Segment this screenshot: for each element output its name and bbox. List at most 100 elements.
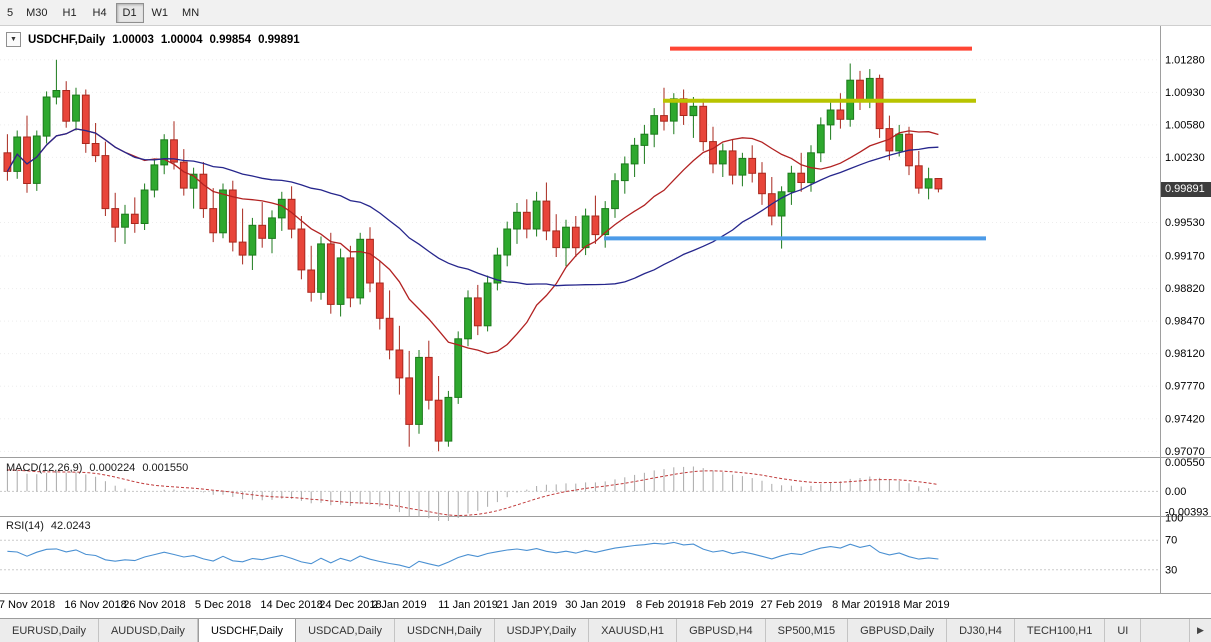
macd-histogram xyxy=(6,466,939,521)
candle-body xyxy=(42,96,51,137)
timeframe-h1-button[interactable]: H1 xyxy=(56,3,84,23)
candle-body xyxy=(415,356,423,425)
candle-body xyxy=(562,226,570,249)
candle-body xyxy=(356,238,365,299)
tab-dj30-h4[interactable]: DJ30,H4 xyxy=(947,619,1015,642)
tab-usdcad-daily[interactable]: USDCAD,Daily xyxy=(296,619,396,642)
arrow-right-icon: ▶ xyxy=(1197,625,1204,635)
candle-body xyxy=(307,269,316,293)
date-axis-label: 24 Dec 2018 xyxy=(319,599,381,611)
chevron-down-icon: ▼ xyxy=(10,36,17,43)
price-axis-label: 0.97070 xyxy=(1165,446,1205,458)
tab-gbpusd-daily[interactable]: GBPUSD,Daily xyxy=(848,619,948,642)
candle-body xyxy=(101,155,110,210)
chart-ohlc-header: ▼ USDCHF,Daily 1.00003 1.00004 0.99854 0… xyxy=(6,32,300,47)
tab-audusd-daily[interactable]: AUDUSD,Daily xyxy=(98,619,198,642)
candle-body xyxy=(856,79,864,102)
candle-body xyxy=(150,164,159,191)
tab-usdcnh-daily[interactable]: USDCNH,Daily xyxy=(395,619,495,642)
timeframe-h4-button[interactable]: H4 xyxy=(86,3,114,23)
candle-body xyxy=(660,115,668,122)
date-axis-label: 7 Nov 2018 xyxy=(0,599,55,611)
candle-body xyxy=(248,224,257,256)
candle-body xyxy=(454,338,463,398)
date-axis-label: 18 Feb 2019 xyxy=(692,599,754,611)
candle-body xyxy=(130,213,139,224)
tab-ui[interactable]: UI xyxy=(1105,619,1142,642)
timeframe-toolbar: 5 M30 H1 H4 D1 W1 MN xyxy=(0,0,1211,26)
candle-body xyxy=(121,213,129,228)
candle-body xyxy=(228,189,237,243)
candle-body xyxy=(718,150,727,165)
candle-body xyxy=(914,165,923,189)
candle-body xyxy=(209,208,218,234)
candle-body xyxy=(797,172,806,183)
price-axis-label: 0.99530 xyxy=(1165,217,1205,229)
price-axis-label: 0.98470 xyxy=(1165,316,1205,328)
date-axis-label: 27 Feb 2019 xyxy=(761,599,823,611)
macd-axis-label: 0.00550 xyxy=(1165,457,1205,469)
tab-gbpusd-h4[interactable]: GBPUSD,H4 xyxy=(677,619,766,642)
tab-sp500-m15[interactable]: SP500,M15 xyxy=(765,619,849,642)
candles-layer xyxy=(3,59,943,452)
rsi-line xyxy=(7,541,939,569)
rsi-axis-label: 100 xyxy=(1165,513,1183,525)
timeframe-m5-button[interactable]: 5 xyxy=(2,3,18,23)
candle-body xyxy=(395,349,404,379)
tab-usdjpy-daily[interactable]: USDJPY,Daily xyxy=(494,619,590,642)
candle-body xyxy=(758,172,766,195)
candle-body xyxy=(826,109,835,126)
candle-body xyxy=(170,139,178,163)
date-axis-label: 16 Nov 2018 xyxy=(64,599,126,611)
candle-body xyxy=(23,136,31,184)
candle-body xyxy=(140,189,149,224)
candle-body xyxy=(326,243,335,305)
candle-body xyxy=(238,241,247,256)
candle-body xyxy=(924,178,933,189)
chart-canvas[interactable]: 1.01280 1.00930 1.00580 1.00230 0.99530 0.991… xyxy=(0,26,1211,618)
tab-usdchf-daily[interactable]: USDCHF,Daily xyxy=(197,619,297,642)
timeframe-m30-button[interactable]: M30 xyxy=(20,3,53,23)
sma-34-line xyxy=(6,128,939,287)
candle-body xyxy=(816,124,825,154)
rsi-indicator-label: RSI(14) 42.0243 xyxy=(6,520,91,532)
one-click-trading-toggle[interactable]: ▼ xyxy=(6,32,21,47)
date-axis-label: 11 Jan 2019 xyxy=(438,599,498,611)
candle-body xyxy=(219,189,227,234)
tab-scroll-right-button[interactable]: ▶ xyxy=(1189,619,1211,642)
candle-body xyxy=(464,297,472,340)
candle-body xyxy=(689,105,698,117)
candle-body xyxy=(473,297,482,327)
candle-body xyxy=(865,77,874,102)
candle-body xyxy=(522,211,531,230)
candle-body xyxy=(836,109,845,120)
tab-eurusd-daily[interactable]: EURUSD,Daily xyxy=(0,619,99,642)
timeframe-w1-button[interactable]: W1 xyxy=(146,3,175,23)
candle-body xyxy=(483,282,492,327)
price-axis-label: 0.98120 xyxy=(1165,348,1205,360)
candle-body xyxy=(591,215,600,236)
candle-body xyxy=(895,133,904,152)
candle-body xyxy=(72,94,80,122)
macd-value: 0.000224 xyxy=(89,462,136,474)
timeframe-d1-button[interactable]: D1 xyxy=(115,2,144,23)
candle-body xyxy=(297,228,306,271)
candle-body xyxy=(630,144,639,165)
candle-body xyxy=(748,157,757,174)
candle-body xyxy=(317,243,325,293)
date-axis-label: 8 Mar 2019 xyxy=(832,599,888,611)
chart-region[interactable]: 1.01280 1.00930 1.00580 1.00230 0.99530 0.991… xyxy=(0,26,1211,618)
candle-body xyxy=(581,215,590,249)
price-axis-label: 0.97420 xyxy=(1165,413,1205,425)
open-value: 1.00003 xyxy=(112,33,154,46)
rsi-value: 42.0243 xyxy=(50,520,91,532)
chart-grid xyxy=(0,59,1160,452)
tab-xauusd-h1[interactable]: XAUUSD,H1 xyxy=(589,619,678,642)
candle-body xyxy=(366,238,374,284)
candle-body xyxy=(160,139,169,166)
timeframe-mn-button[interactable]: MN xyxy=(176,3,205,23)
tab-tech100-h1[interactable]: TECH100,H1 xyxy=(1014,619,1106,642)
price-axis-label: 1.00580 xyxy=(1165,119,1205,131)
candle-body xyxy=(542,200,551,232)
